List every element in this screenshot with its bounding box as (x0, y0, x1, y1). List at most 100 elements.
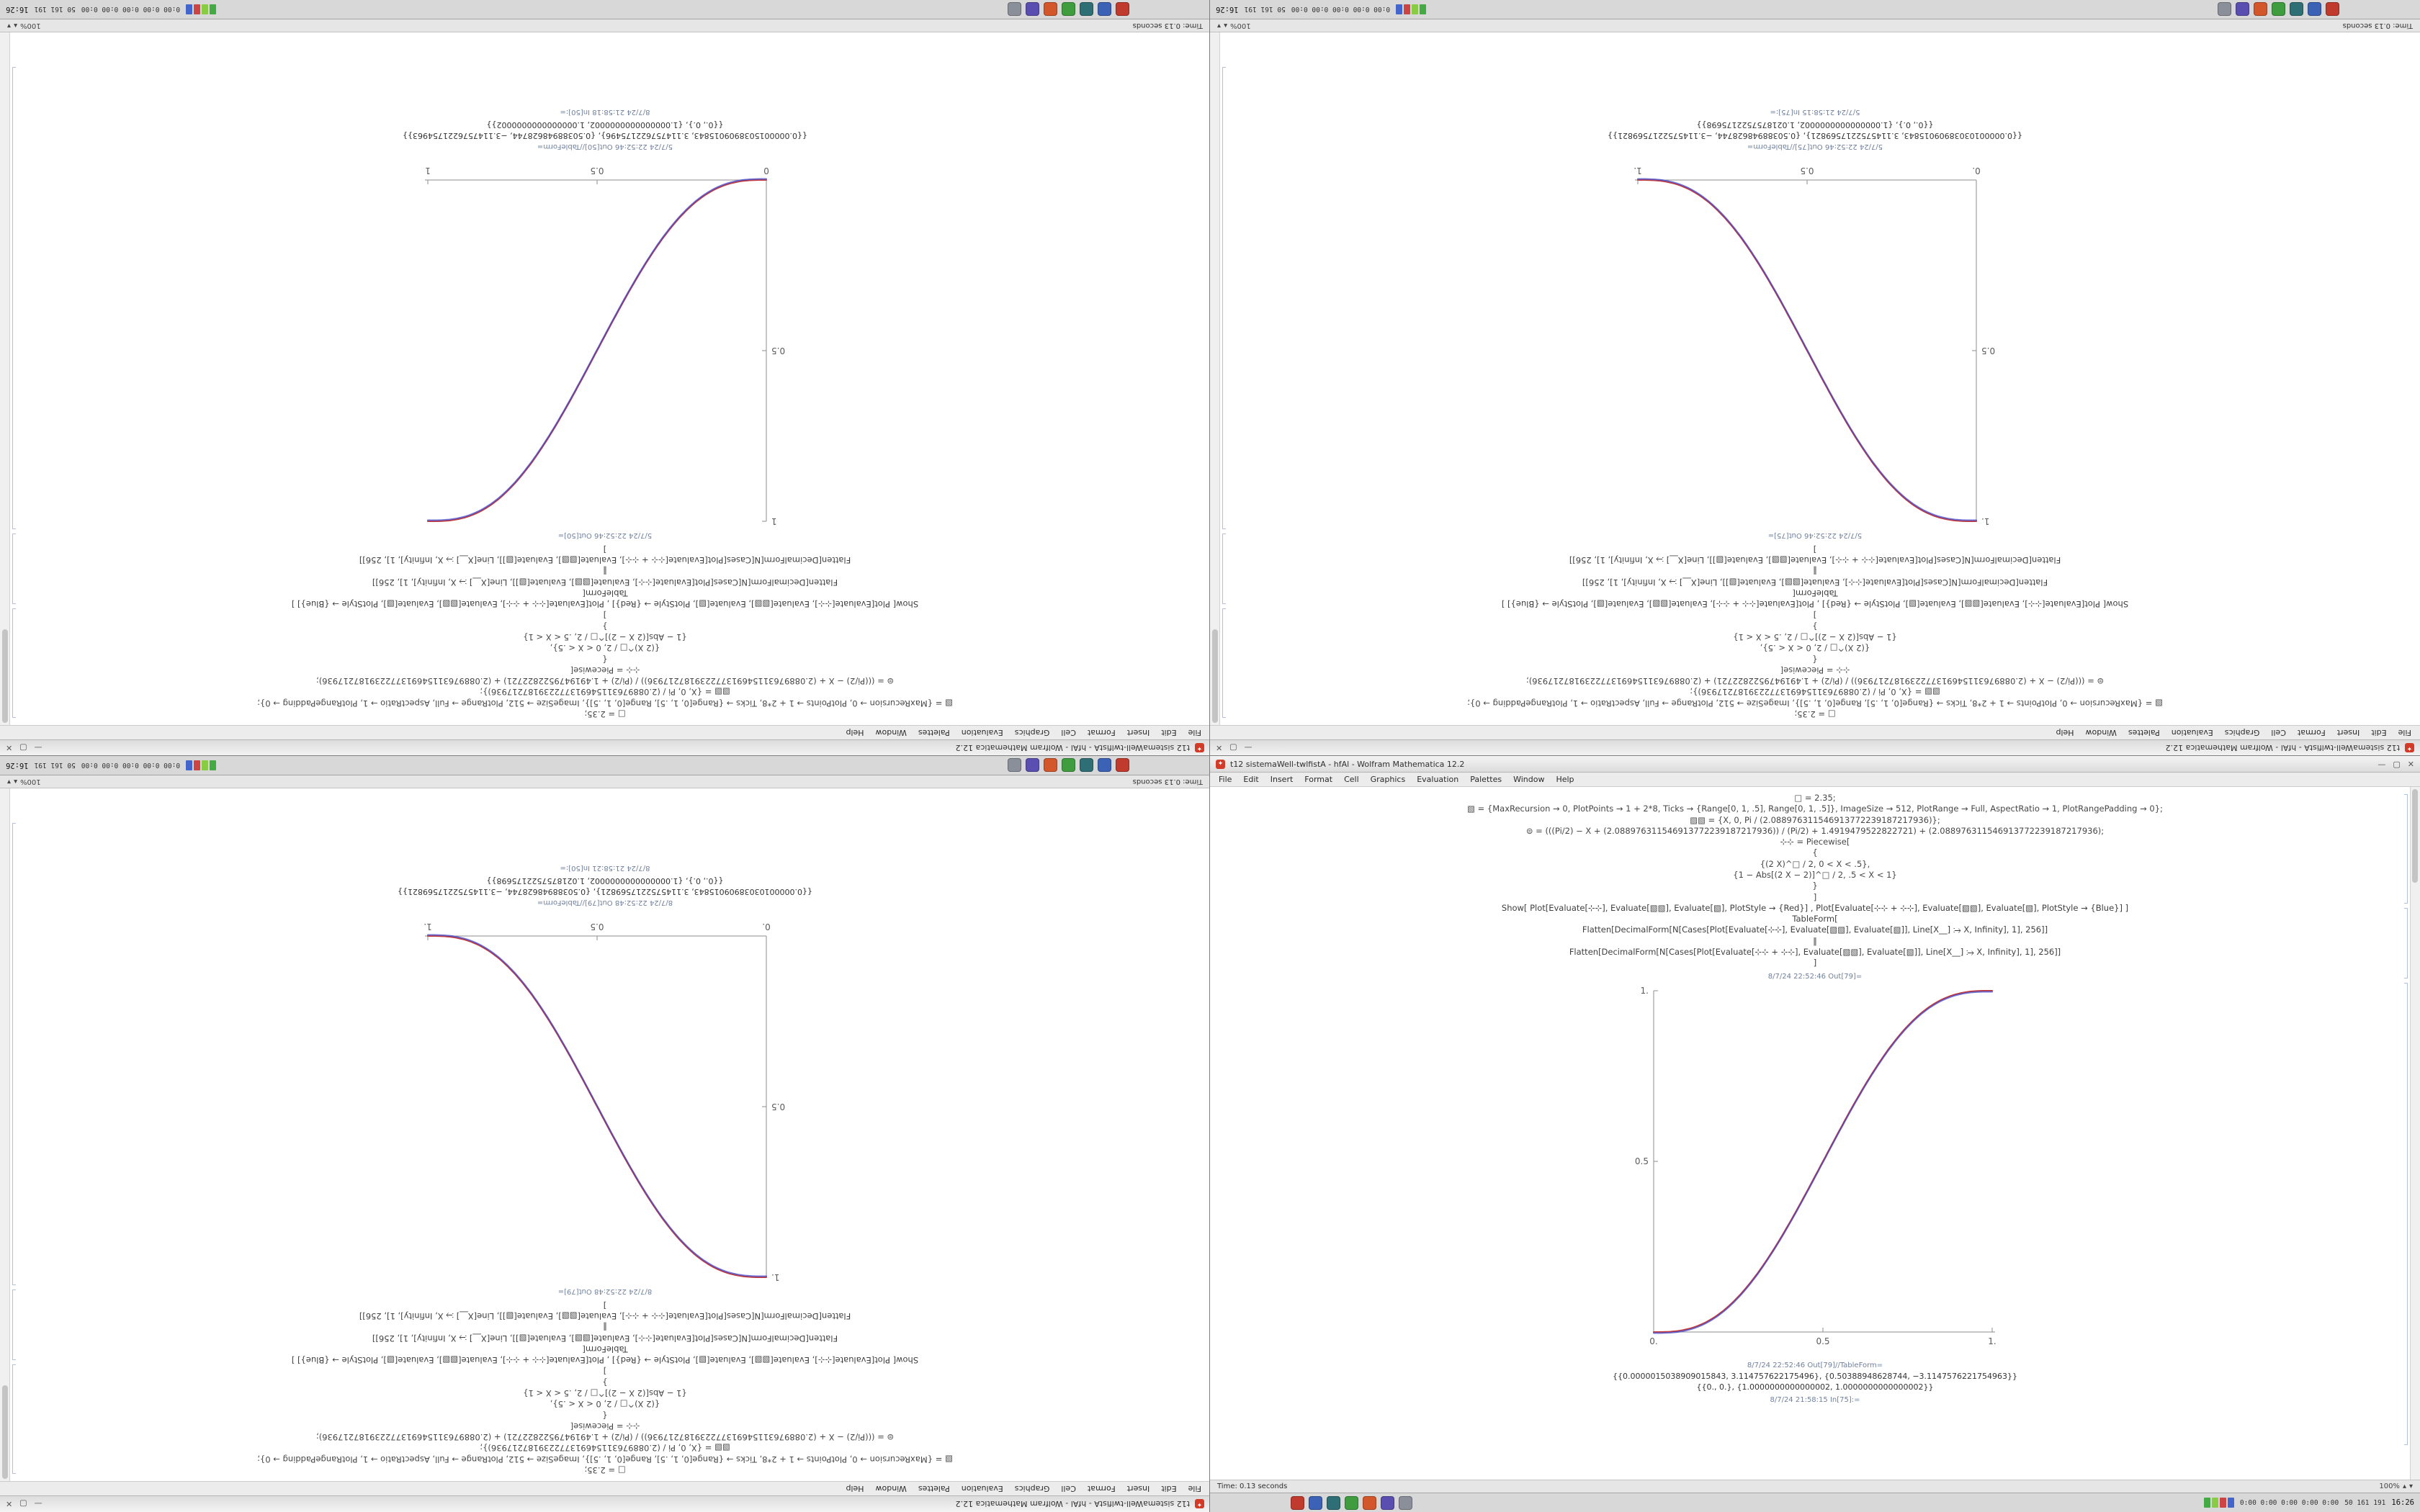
chat-icon[interactable] (1062, 758, 1075, 773)
menu-item[interactable]: Graphics (1014, 1484, 1050, 1493)
code-line[interactable]: ⊹⊹ = Piecewise[ (1780, 665, 1850, 675)
launcher-icon[interactable] (1116, 758, 1129, 773)
cell-bracket[interactable] (1222, 67, 1226, 529)
menu-item[interactable]: Palettes (2128, 728, 2160, 737)
window-titlebar[interactable]: ✦ t12 sistemaWell-twlfistA - hfAl - Wolf… (0, 1495, 1210, 1512)
zoom-value[interactable]: 100% (1230, 22, 1251, 30)
cell-bracket[interactable] (12, 823, 16, 1285)
close-button[interactable]: ✕ (1216, 743, 1223, 753)
cell-bracket[interactable] (2404, 794, 2408, 904)
code-line[interactable]: ▧ = {MaxRecursion → 0, PlotPoints → 1 + … (1467, 698, 2163, 708)
code-line[interactable]: ▧▧ = {X, 0, Pi / (2.08897631154691377223… (480, 687, 730, 698)
menu-item[interactable]: Cell (1061, 728, 1076, 737)
code-line[interactable]: ⊜ = (((Pi/2) − X + (2.088976311546913772… (315, 676, 895, 687)
media-icon[interactable] (1044, 2, 1057, 17)
code-line[interactable]: ] (1813, 891, 1817, 902)
code-line[interactable]: ⊜ = (((Pi/2) − X + (2.088976311546913772… (315, 1432, 895, 1443)
code-line[interactable]: ⊹⊹ = Piecewise[ (1780, 837, 1850, 847)
menu-item[interactable]: Insert (1270, 775, 1294, 784)
menu-item[interactable]: Evaluation (2171, 728, 2213, 737)
menu-item[interactable]: Graphics (1370, 775, 1406, 784)
minimize-button[interactable]: — (1244, 743, 1252, 753)
menu-item[interactable]: Format (1087, 1484, 1116, 1493)
minimize-button[interactable]: — (34, 743, 42, 753)
menu-item[interactable]: Insert (2336, 728, 2360, 737)
chat-icon[interactable] (2272, 2, 2285, 17)
show-cell[interactable]: Show[ Plot[Evaluate[⊹⊹], Evaluate[▧▧], E… (292, 544, 918, 609)
browser-icon[interactable] (2308, 2, 2321, 17)
code-line[interactable]: ] (1813, 544, 1817, 554)
code-line[interactable]: ] (603, 544, 607, 554)
code-line[interactable]: TableForm[ (582, 1344, 628, 1354)
code-line[interactable]: ] (1813, 958, 1817, 968)
menu-item[interactable]: Edit (1161, 728, 1177, 737)
zoom-down-icon[interactable]: ▾ (7, 22, 12, 30)
zoom-down-icon[interactable]: ▾ (2408, 1482, 2413, 1490)
code-line[interactable]: ] (603, 1300, 607, 1310)
code-line[interactable]: Show[ Plot[Evaluate[⊹⊹], Evaluate[▧▧], E… (291, 1355, 919, 1366)
menu-item[interactable]: Help (846, 1484, 864, 1493)
menu-item[interactable]: Cell (1344, 775, 1359, 784)
desktop-taskbar[interactable]: 0:00 0:00 0:00 0:00 0:00 50 161 191 16:2… (0, 756, 1210, 775)
vertical-scrollbar[interactable] (0, 32, 10, 725)
menu-item[interactable]: File (1219, 775, 1232, 784)
code-line[interactable]: □ = 2.35; (584, 709, 626, 719)
code-line[interactable]: ] (603, 610, 607, 621)
maximize-button[interactable]: ▢ (19, 743, 27, 753)
code-line[interactable]: ▧ = {MaxRecursion → 0, PlotPoints → 1 + … (257, 1454, 953, 1464)
zoom-down-icon[interactable]: ▾ (1217, 22, 1222, 30)
minimize-button[interactable]: — (2378, 759, 2386, 769)
zoom-control[interactable]: 100% ▴ ▾ (2379, 1482, 2413, 1490)
input-cell[interactable]: □ = 2.35; ▧ = {MaxRecursion → 0, PlotPoin… (257, 609, 953, 719)
code-line[interactable]: { (602, 1410, 608, 1421)
menu-item[interactable]: Format (1304, 775, 1333, 784)
chat-icon[interactable] (1345, 1495, 1358, 1510)
code-line[interactable]: Flatten[DecimalForm[N[Cases[Plot[Evaluat… (372, 577, 838, 588)
code-line[interactable]: } (1812, 881, 1818, 891)
zoom-control[interactable]: 100% ▴ ▾ (7, 778, 41, 786)
vertical-scrollbar[interactable] (2410, 787, 2420, 1480)
window-titlebar[interactable]: ✦ t12 sistemaWell-twlfistA - hfAl - Wolf… (1210, 739, 2420, 756)
cell-bracket[interactable] (12, 67, 16, 529)
menu-item[interactable]: Insert (1126, 728, 1150, 737)
zoom-up-icon[interactable]: ▴ (14, 22, 18, 30)
code-line[interactable]: ‖ (603, 1322, 607, 1333)
menu-item[interactable]: Edit (1161, 1484, 1177, 1493)
scrollbar-thumb[interactable] (2, 1385, 8, 1479)
code-line[interactable]: TableForm[ (582, 588, 628, 598)
menu-item[interactable]: File (1188, 1484, 1201, 1493)
code-line[interactable]: {(2 X)^□ / 2, 0 < X < .5}, (1760, 643, 1870, 654)
files-icon[interactable] (1008, 2, 1021, 17)
zoom-down-icon[interactable]: ▾ (7, 778, 12, 786)
zoom-value[interactable]: 100% (2379, 1482, 2400, 1490)
code-line[interactable]: } (602, 1377, 608, 1387)
maximize-button[interactable]: ▢ (19, 1499, 27, 1509)
code-line[interactable]: ] (1813, 610, 1817, 621)
code-line[interactable]: ▧ = {MaxRecursion → 0, PlotPoints → 1 + … (257, 698, 953, 708)
code-line[interactable]: ▧▧ = {X, 0, Pi / (2.08897631154691377223… (1690, 687, 1940, 698)
code-line[interactable]: ⊹⊹ = Piecewise[ (570, 665, 640, 675)
menu-item[interactable]: Help (1556, 775, 1574, 784)
code-line[interactable]: ▧ = {MaxRecursion → 0, PlotPoints → 1 + … (1467, 804, 2163, 814)
code-line[interactable]: ‖ (1813, 935, 1817, 946)
browser-icon[interactable] (1098, 2, 1111, 17)
code-line[interactable]: Flatten[DecimalForm[N[Cases[Plot[Evaluat… (359, 555, 851, 566)
code-line[interactable]: Flatten[DecimalForm[N[Cases[Plot[Evaluat… (1582, 924, 2048, 935)
menu-item[interactable]: Palettes (918, 728, 950, 737)
menu-item[interactable]: Edit (1243, 775, 1259, 784)
vertical-scrollbar[interactable] (1210, 32, 1220, 725)
code-line[interactable]: ‖ (603, 566, 607, 577)
code-line[interactable]: ‖ (1813, 566, 1817, 577)
close-button[interactable]: ✕ (2407, 759, 2414, 769)
menu-item[interactable]: Window (1513, 775, 1545, 784)
code-line[interactable]: ] (603, 1366, 607, 1377)
code-line[interactable]: Flatten[DecimalForm[N[Cases[Plot[Evaluat… (1569, 946, 2061, 957)
menu-item[interactable]: Graphics (2224, 728, 2260, 737)
media-icon[interactable] (1363, 1495, 1376, 1510)
notebook-content[interactable]: □ = 2.35; ▧ = {MaxRecursion → 0, PlotPoin… (1210, 787, 2420, 1480)
menu-item[interactable]: Cell (1061, 1484, 1076, 1493)
launcher-icon[interactable] (1291, 1495, 1304, 1510)
code-line[interactable]: {1 − Abs[(2 X − 2)]^□ / 2, .5 < X < 1} (523, 1388, 687, 1399)
code-line[interactable]: Show[ Plot[Evaluate[⊹⊹], Evaluate[▧▧], E… (1501, 902, 2129, 913)
code-line[interactable]: Flatten[DecimalForm[N[Cases[Plot[Evaluat… (372, 1333, 838, 1344)
